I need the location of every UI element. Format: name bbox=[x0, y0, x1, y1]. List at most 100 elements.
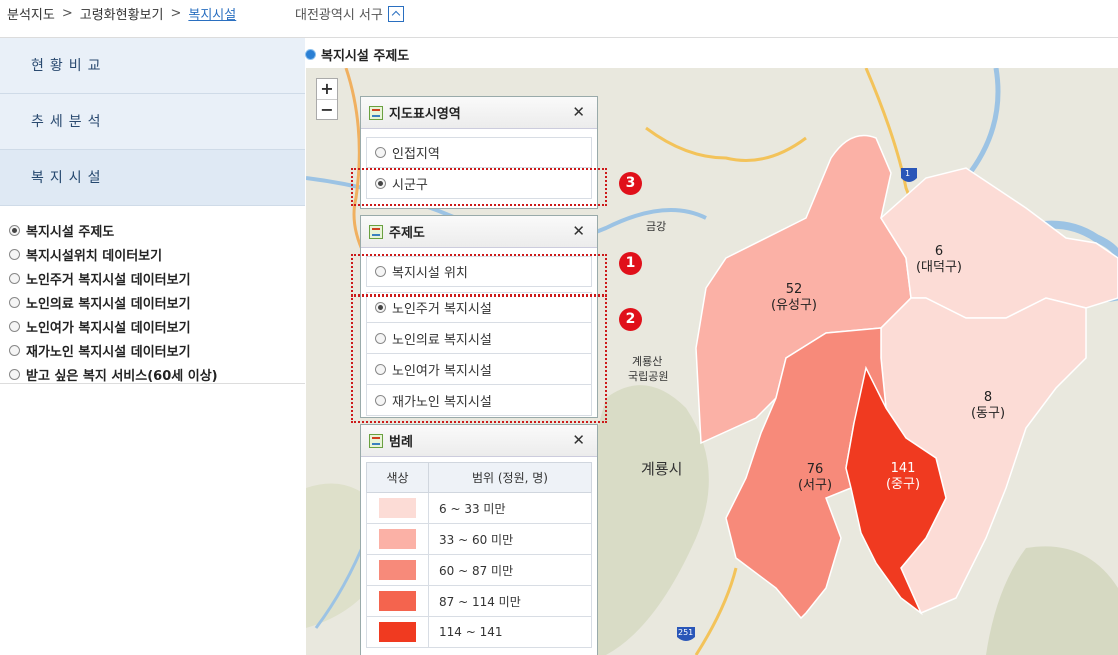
panel-icon bbox=[369, 225, 383, 239]
legend-swatch-cell bbox=[367, 524, 429, 555]
zoom-out-button[interactable]: − bbox=[317, 99, 337, 119]
legend-range-label: 87 ~ 114 미만 bbox=[429, 586, 592, 617]
radio-button[interactable] bbox=[9, 225, 20, 236]
district-name: (동구) bbox=[958, 406, 1018, 422]
district-label-seo: 76 (서구) bbox=[785, 462, 845, 494]
side-panel: 현황비교 추세분석 복지시설 복지시설 주제도 복지시설위치 데이터보기 노인주… bbox=[0, 38, 305, 655]
highlight-box-3 bbox=[351, 168, 607, 206]
radio-senior-housing-data[interactable]: 노인주거 복지시설 데이터보기 bbox=[9, 266, 305, 290]
radio-button[interactable] bbox=[9, 321, 20, 332]
radio-welfare-location-data[interactable]: 복지시설위치 데이터보기 bbox=[9, 242, 305, 266]
radio-label: 복지시설 주제도 bbox=[26, 221, 114, 240]
panel-header: 주제도 ✕ bbox=[361, 216, 597, 248]
radio-button[interactable] bbox=[9, 369, 20, 380]
panel-icon bbox=[369, 106, 383, 120]
panel-title: 주제도 bbox=[389, 222, 425, 241]
radio-button[interactable] bbox=[9, 297, 20, 308]
legend-row: 33 ~ 60 미만 bbox=[367, 524, 592, 555]
panel-title: 범례 bbox=[389, 431, 413, 450]
district-value: 52 bbox=[764, 282, 824, 298]
breadcrumb-item-current[interactable]: 복지시설 bbox=[188, 4, 236, 23]
place-label-geumgang: 금강 bbox=[646, 218, 666, 234]
legend-row: 60 ~ 87 미만 bbox=[367, 555, 592, 586]
legend-swatch bbox=[379, 529, 416, 549]
highlight-box-1 bbox=[351, 254, 607, 296]
legend-row: 6 ~ 33 미만 bbox=[367, 493, 592, 524]
side-radio-list: 복지시설 주제도 복지시설위치 데이터보기 노인주거 복지시설 데이터보기 노인… bbox=[0, 206, 305, 386]
side-menu-item-welfare[interactable]: 복지시설 bbox=[0, 150, 305, 206]
breadcrumb-item-analysis-map[interactable]: 분석지도 bbox=[7, 4, 55, 23]
map-title: 복지시설 주제도 bbox=[306, 42, 409, 66]
top-bar: 분석지도 > 고령화현황보기 > 복지시설 대전광역시 서구 bbox=[0, 0, 1118, 38]
district-value: 6 bbox=[909, 244, 969, 260]
radio-label: 노인주거 복지시설 데이터보기 bbox=[26, 269, 191, 288]
radio-label: 복지시설위치 데이터보기 bbox=[26, 245, 162, 264]
close-icon[interactable]: ✕ bbox=[572, 222, 585, 240]
panel-header: 범례 ✕ bbox=[361, 425, 597, 457]
panel-legend: 범례 ✕ 색상 범위 (정원, 명) 6 ~ 33 미만 33 ~ 60 미만 60… bbox=[360, 424, 598, 655]
breadcrumb-separator: > bbox=[62, 6, 73, 21]
bullet-icon bbox=[306, 50, 315, 59]
legend-row: 114 ~ 141 bbox=[367, 617, 592, 648]
district-label-jung: 141 (중구) bbox=[873, 461, 933, 493]
legend-swatch bbox=[379, 498, 416, 518]
legend-swatch-cell bbox=[367, 493, 429, 524]
legend-swatch-cell bbox=[367, 617, 429, 648]
district-value: 8 bbox=[958, 390, 1018, 406]
district-value: 141 bbox=[873, 461, 933, 477]
breadcrumb-separator: > bbox=[170, 6, 181, 21]
zoom-control: + − bbox=[316, 78, 338, 120]
legend-range-label: 6 ~ 33 미만 bbox=[429, 493, 592, 524]
panel-header: 지도표시영역 ✕ bbox=[361, 97, 597, 129]
district-name: (유성구) bbox=[764, 298, 824, 314]
option-adjacent[interactable]: 인접지역 bbox=[366, 137, 592, 168]
radio-label: 받고 싶은 복지 서비스(60세 이상) bbox=[26, 365, 218, 384]
radio-button[interactable] bbox=[9, 345, 20, 356]
radio-senior-medical-data[interactable]: 노인의료 복지시설 데이터보기 bbox=[9, 290, 305, 314]
side-menu-item-comparison[interactable]: 현황비교 bbox=[0, 38, 305, 94]
side-menu-item-trend[interactable]: 추세분석 bbox=[0, 94, 305, 150]
zoom-in-button[interactable]: + bbox=[317, 79, 337, 99]
close-icon[interactable]: ✕ bbox=[572, 431, 585, 449]
breadcrumb: 분석지도 > 고령화현황보기 > 복지시설 bbox=[7, 4, 236, 23]
badge-2: 2 bbox=[619, 308, 642, 331]
panel-title: 지도표시영역 bbox=[389, 103, 461, 122]
radio-label: 노인여가 복지시설 데이터보기 bbox=[26, 317, 191, 336]
chevron-up-icon[interactable] bbox=[388, 6, 404, 22]
district-label-daedeok: 6 (대덕구) bbox=[909, 244, 969, 276]
radio-button[interactable] bbox=[375, 147, 386, 158]
radio-button[interactable] bbox=[9, 249, 20, 260]
radio-welfare-theme-map[interactable]: 복지시설 주제도 bbox=[9, 218, 305, 242]
close-icon[interactable]: ✕ bbox=[572, 103, 585, 121]
radio-label: 재가노인 복지시설 데이터보기 bbox=[26, 341, 191, 360]
district-label-dong: 8 (동구) bbox=[958, 390, 1018, 422]
divider bbox=[0, 383, 305, 384]
region-selector[interactable]: 대전광역시 서구 bbox=[295, 4, 404, 23]
district-label-yuseong: 52 (유성구) bbox=[764, 282, 824, 314]
legend-range-label: 114 ~ 141 bbox=[429, 617, 592, 648]
legend-swatch bbox=[379, 591, 416, 611]
district-value: 76 bbox=[785, 462, 845, 478]
legend-swatch bbox=[379, 560, 416, 580]
legend-swatch-cell bbox=[367, 555, 429, 586]
legend-range-label: 33 ~ 60 미만 bbox=[429, 524, 592, 555]
district-name: (서구) bbox=[785, 478, 845, 494]
badge-1: 1 bbox=[619, 252, 642, 275]
legend-header-color: 색상 bbox=[367, 463, 429, 493]
legend-swatch-cell bbox=[367, 586, 429, 617]
legend-range-label: 60 ~ 87 미만 bbox=[429, 555, 592, 586]
legend-table: 색상 범위 (정원, 명) 6 ~ 33 미만 33 ~ 60 미만 60 ~ 87… bbox=[366, 462, 592, 648]
radio-home-care-data[interactable]: 재가노인 복지시설 데이터보기 bbox=[9, 338, 305, 362]
region-label: 대전광역시 서구 bbox=[295, 4, 383, 23]
place-label-national-park: 국립공원 bbox=[628, 368, 668, 384]
place-label-gyeryong-city: 계룡시 bbox=[641, 458, 682, 479]
radio-button[interactable] bbox=[9, 273, 20, 284]
place-label-gyeryongsan: 계룡산 bbox=[632, 353, 662, 369]
legend-row: 87 ~ 114 미만 bbox=[367, 586, 592, 617]
radio-senior-leisure-data[interactable]: 노인여가 복지시설 데이터보기 bbox=[9, 314, 305, 338]
breadcrumb-item-aging-status[interactable]: 고령화현황보기 bbox=[80, 4, 164, 23]
district-name: (대덕구) bbox=[909, 260, 969, 276]
road-label-251: 251 bbox=[678, 628, 693, 637]
legend-header-range: 범위 (정원, 명) bbox=[429, 463, 592, 493]
map-title-text: 복지시설 주제도 bbox=[321, 45, 409, 64]
